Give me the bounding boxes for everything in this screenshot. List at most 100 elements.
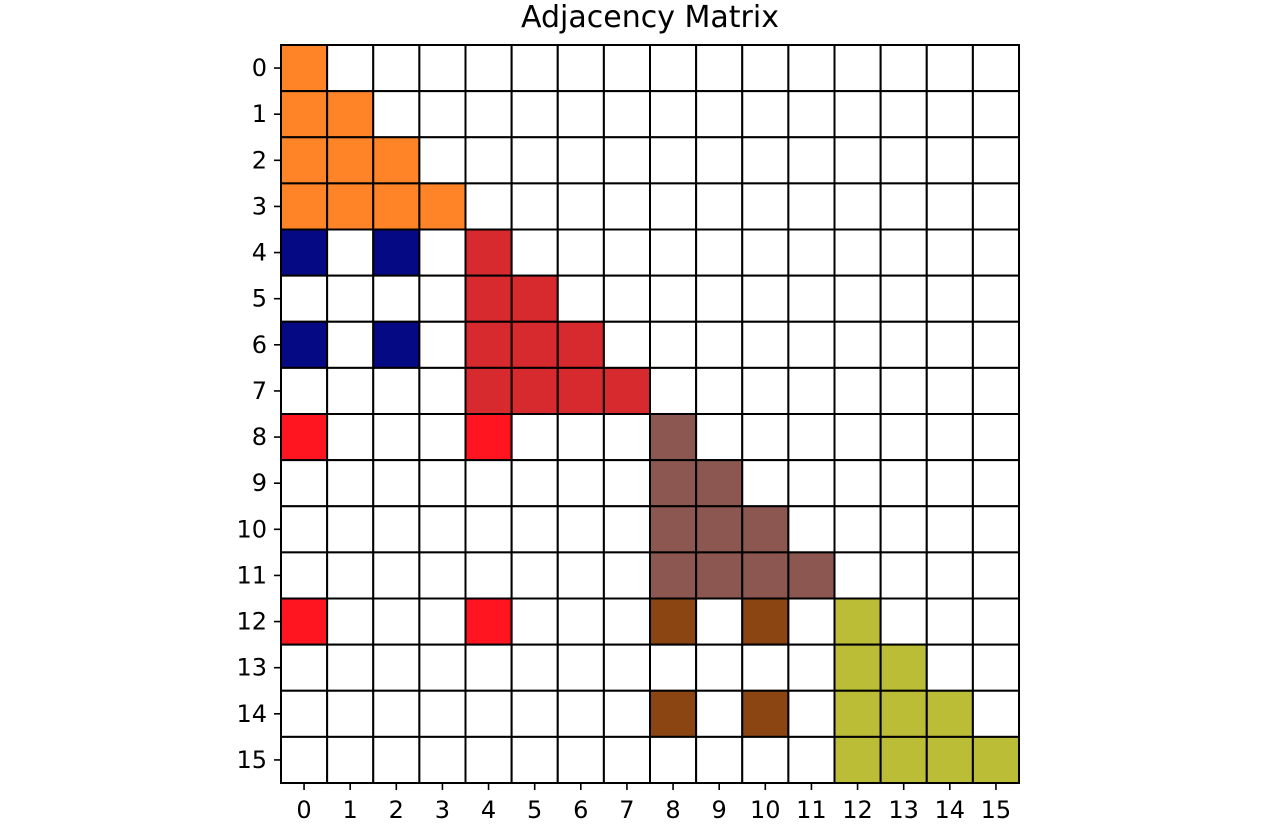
matrix-cell-6-0 (280, 320, 329, 369)
matrix-cell-0-11 (787, 44, 836, 93)
matrix-cell-4-0 (280, 228, 329, 277)
matrix-cell-9-2 (372, 459, 421, 508)
matrix-cell-11-7 (602, 551, 652, 600)
matrix-cell-13-13 (879, 643, 928, 692)
matrix-cell-13-11 (787, 643, 836, 692)
matrix-cell-3-13 (879, 182, 928, 231)
matrix-cell-6-12 (833, 320, 882, 369)
y-tick-label-3: 3 (252, 192, 267, 220)
matrix-cell-11-0 (280, 551, 329, 600)
matrix-cell-10-2 (372, 505, 421, 554)
matrix-cell-6-9 (695, 320, 744, 369)
matrix-cell-14-0 (280, 689, 329, 738)
matrix-cell-15-12 (833, 735, 882, 785)
axis-ticks (274, 67, 997, 790)
matrix-cell-3-9 (695, 182, 744, 231)
matrix-cell-11-10 (741, 551, 790, 600)
matrix-cell-2-7 (602, 136, 652, 185)
matrix-cell-2-15 (971, 136, 1021, 185)
y-tick-label-6: 6 (252, 331, 267, 359)
x-tick-label-7: 7 (619, 796, 634, 824)
matrix-cell-8-4 (464, 413, 513, 462)
matrix-cell-3-14 (925, 182, 974, 231)
matrix-cell-5-0 (280, 274, 329, 323)
matrix-cell-4-9 (695, 228, 744, 277)
matrix-cell-4-8 (649, 228, 698, 277)
matrix-cell-11-13 (879, 551, 928, 600)
matrix-cell-9-1 (326, 459, 375, 508)
matrix-cell-13-9 (695, 643, 744, 692)
matrix-cell-15-9 (695, 735, 744, 785)
matrix-cell-12-1 (326, 597, 375, 646)
matrix-cell-3-3 (418, 182, 467, 231)
x-tick-label-15: 15 (981, 796, 1012, 824)
matrix-cell-9-13 (879, 459, 928, 508)
matrix-cell-15-4 (464, 735, 513, 785)
matrix-cell-2-2 (372, 136, 421, 185)
matrix-cell-8-13 (879, 413, 928, 462)
matrix-cell-13-8 (649, 643, 698, 692)
matrix-cell-0-3 (418, 44, 467, 93)
matrix-cell-11-15 (971, 551, 1021, 600)
matrix-cell-1-2 (372, 90, 421, 139)
matrix-cell-4-10 (741, 228, 790, 277)
matrix-cell-3-4 (464, 182, 513, 231)
matrix-cell-13-7 (602, 643, 652, 692)
matrix-cell-3-6 (556, 182, 605, 231)
matrix-cell-1-12 (833, 90, 882, 139)
matrix-cell-14-13 (879, 689, 928, 738)
matrix-cell-5-4 (464, 274, 513, 323)
matrix-cell-10-5 (510, 505, 559, 554)
matrix-cell-4-5 (510, 228, 559, 277)
matrix-cell-13-1 (326, 643, 375, 692)
matrix-cell-7-14 (925, 366, 974, 416)
matrix-cell-1-3 (418, 90, 467, 139)
matrix-cell-14-15 (971, 689, 1021, 738)
y-tick-label-12: 12 (236, 608, 267, 636)
x-tick-label-2: 2 (389, 796, 404, 824)
matrix-cell-3-10 (741, 182, 790, 231)
matrix-cell-12-5 (510, 597, 559, 646)
matrix-cell-9-0 (280, 459, 329, 508)
matrix-cell-7-9 (695, 366, 744, 416)
axis-tick-labels: 0 1 2 3 4 5 6 7 8 9 10 11 12 13 14 15012345678910111213… (236, 54, 1011, 824)
matrix-cell-6-13 (879, 320, 928, 369)
matrix-cell-5-14 (925, 274, 974, 323)
matrix-cell-3-12 (833, 182, 882, 231)
matrix-cell-2-4 (464, 136, 513, 185)
matrix-cell-7-0 (280, 366, 329, 416)
matrix-cell-12-6 (556, 597, 605, 646)
matrix-cell-13-2 (372, 643, 421, 692)
matrix-cell-3-0 (280, 182, 329, 231)
matrix-cell-5-13 (879, 274, 928, 323)
matrix-cell-5-5 (510, 274, 559, 323)
matrix-cell-4-11 (787, 228, 836, 277)
matrix-cell-1-15 (971, 90, 1021, 139)
matrix-cell-14-8 (649, 689, 698, 738)
matrix-cell-8-5 (510, 413, 559, 462)
matrix-cell-15-14 (925, 735, 974, 785)
matrix-cell-6-6 (556, 320, 605, 369)
matrix-cell-8-9 (695, 413, 744, 462)
matrix-cell-15-8 (649, 735, 698, 785)
matrix-cell-8-11 (787, 413, 836, 462)
matrix-cell-7-3 (418, 366, 467, 416)
matrix-cell-4-1 (326, 228, 375, 277)
x-tick-label-14: 14 (935, 796, 966, 824)
matrix-cell-12-11 (787, 597, 836, 646)
matrix-cell-8-7 (602, 413, 652, 462)
matrix-cell-13-6 (556, 643, 605, 692)
matrix-cell-8-15 (971, 413, 1021, 462)
x-tick-label-11: 11 (796, 796, 827, 824)
matrix-cell-0-0 (280, 44, 329, 93)
matrix-cell-5-7 (602, 274, 652, 323)
y-tick-label-14: 14 (236, 700, 267, 728)
matrix-cell-13-3 (418, 643, 467, 692)
matrix-cell-8-6 (556, 413, 605, 462)
matrix-cell-11-1 (326, 551, 375, 600)
chart-title: Adjacency Matrix (521, 0, 779, 35)
matrix-cell-7-5 (510, 366, 559, 416)
matrix-cell-6-15 (971, 320, 1021, 369)
matrix-cell-5-2 (372, 274, 421, 323)
